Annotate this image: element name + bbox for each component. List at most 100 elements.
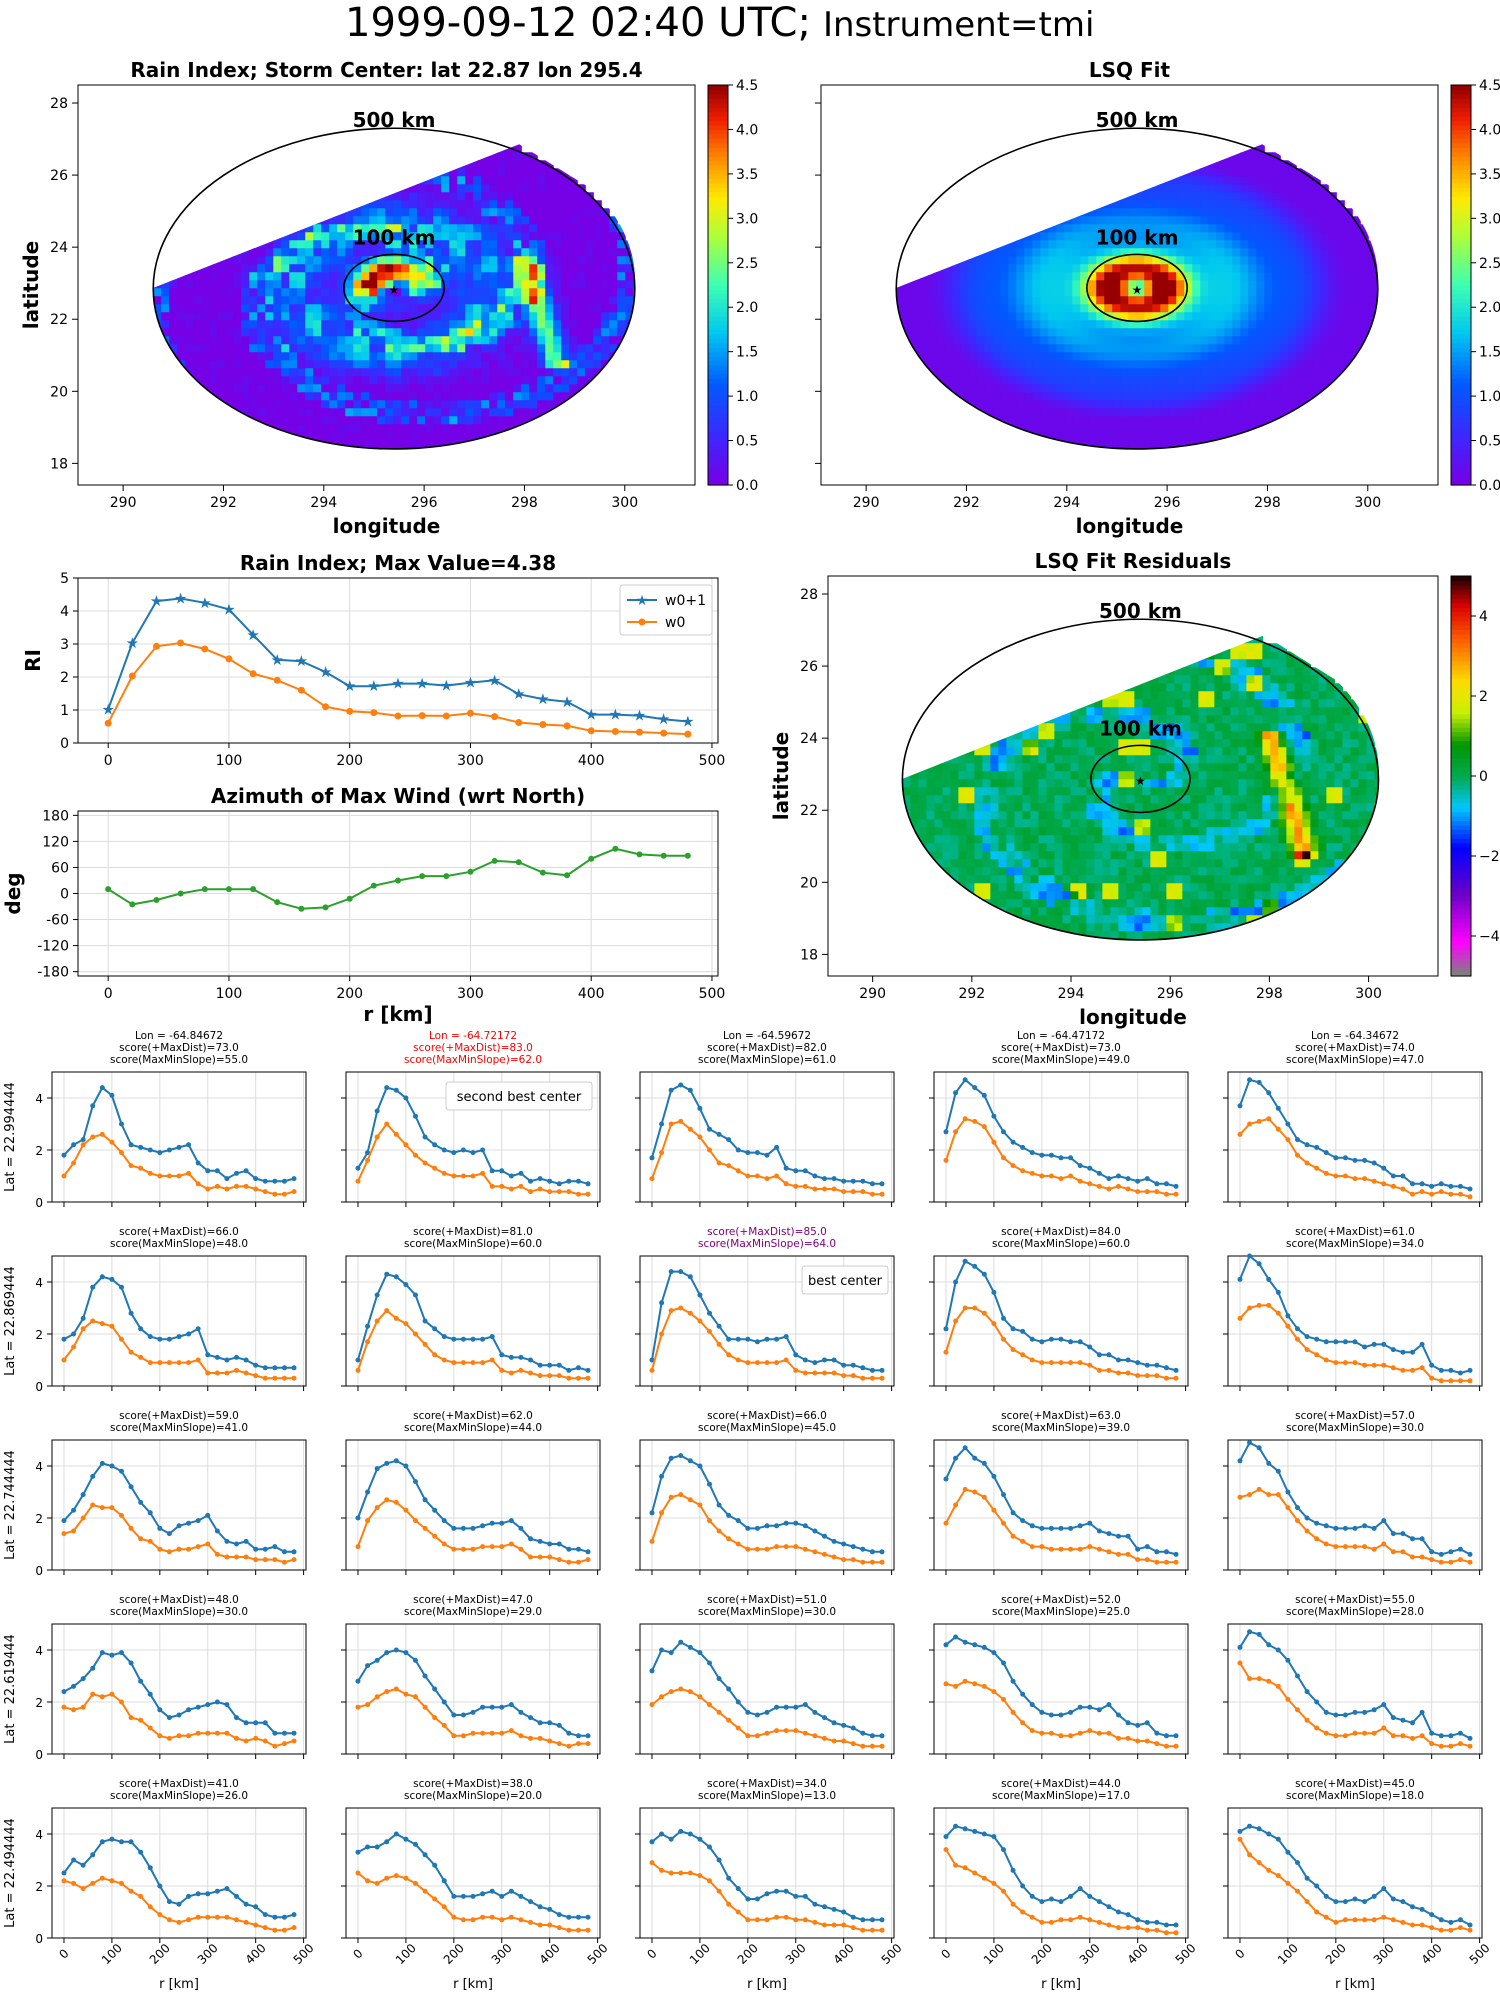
subplot-blue-point	[755, 1526, 760, 1531]
y-tick-label: 0	[35, 1564, 43, 1578]
map-title: Rain Index; Storm Center: lat 22.87 lon …	[130, 58, 642, 82]
subplot-orange-point	[90, 1692, 95, 1697]
subplot-blue-point	[1126, 1720, 1131, 1725]
grid-lines	[934, 1256, 1188, 1386]
subplot-orange-point	[1116, 1371, 1121, 1376]
subplot-orange-point	[355, 1871, 360, 1876]
subplot-blue-point	[1247, 1254, 1252, 1259]
subplot-orange-point	[697, 1694, 702, 1699]
subplot-orange-point	[832, 1187, 837, 1192]
subplot-blue-point	[1458, 1184, 1463, 1189]
subplot-orange-point	[991, 1689, 996, 1694]
subplot-blue-point	[566, 1547, 571, 1552]
subplot-blue-point	[1020, 1518, 1025, 1523]
subplot-blue-point	[272, 1179, 277, 1184]
legend: ★ w0+1w0	[620, 585, 712, 635]
subplot-orange-point	[528, 1371, 533, 1376]
subplot-score-slope: score(MaxMinSlope)=47.0	[1286, 1054, 1424, 1066]
subplot-orange-point	[586, 1557, 591, 1562]
subplot-orange-point	[490, 1358, 495, 1363]
subplot-score-slope: score(MaxMinSlope)=61.0	[698, 1054, 836, 1066]
subplot-orange-point	[138, 1355, 143, 1360]
x-tick-label: 0	[104, 753, 113, 769]
subplot-orange-point	[1164, 1930, 1169, 1935]
subplot-blue-point	[292, 1731, 297, 1736]
x-tick-label: 294	[1053, 495, 1080, 511]
subplot-orange-point	[1333, 1174, 1338, 1179]
subplot-blue-point	[61, 1518, 66, 1523]
subplot-orange-point	[1237, 1837, 1242, 1842]
subplot-blue-point	[1068, 1894, 1073, 1899]
subplot-orange-point	[1257, 1860, 1262, 1865]
subplot-blue-point	[1305, 1142, 1310, 1147]
x-tick-label: 300	[1371, 1941, 1397, 1967]
subplot-blue-point	[234, 1355, 239, 1360]
subplot-orange-point	[943, 1521, 948, 1526]
subplot-blue-point	[1059, 1899, 1064, 1904]
subplot-orange-point	[1266, 1303, 1271, 1308]
subplot-blue-point	[953, 1824, 958, 1829]
subplot-orange-point	[659, 1332, 664, 1337]
subplot-orange-point	[1372, 1731, 1377, 1736]
subplot-orange-point	[205, 1371, 210, 1376]
subplot-blue-point	[1078, 1523, 1083, 1528]
x-tick-label: 300	[457, 753, 484, 769]
subplot-orange-point	[547, 1923, 552, 1928]
subplot-orange-point	[953, 1863, 958, 1868]
subplot-orange-point	[1305, 1347, 1310, 1352]
subplot-orange-point	[1174, 1192, 1179, 1197]
subplot-orange-point	[461, 1174, 466, 1179]
subplot-blue-point	[499, 1705, 504, 1710]
subplot-score-slope: score(MaxMinSlope)=25.0	[992, 1606, 1130, 1618]
profile-w0p1-point: ★	[560, 693, 573, 711]
subplot-orange-point	[205, 1542, 210, 1547]
subplot-blue-point	[375, 1466, 380, 1471]
subplot-orange-point	[566, 1928, 571, 1933]
subplot-orange-point	[963, 1116, 968, 1121]
subplot-blue-point	[100, 1274, 105, 1279]
subplot-blue-point	[736, 1337, 741, 1342]
subplot-blue-point	[1257, 1080, 1262, 1085]
subplot-blue-point	[384, 1085, 389, 1090]
subplot-blue-point	[423, 1852, 428, 1857]
subplot-score-slope: score(MaxMinSlope)=30.0	[1286, 1422, 1424, 1434]
profile-w0p1-point: ★	[343, 677, 356, 695]
subplot-orange-point	[1314, 1910, 1319, 1915]
subplot-blue-point	[215, 1529, 220, 1534]
subplot-blue-point	[1362, 1158, 1367, 1163]
azimuth-point	[105, 886, 111, 892]
subplot-blue-point	[726, 1137, 731, 1142]
subplot-blue-point	[717, 1132, 722, 1137]
subplot-orange-point	[1135, 1373, 1140, 1378]
subplot-blue-point	[1285, 1850, 1290, 1855]
subplot-blue-point	[678, 1453, 683, 1458]
subplot-orange-point	[1068, 1174, 1073, 1179]
storm-center-star: ★	[389, 283, 400, 297]
subplot-blue-point	[841, 1910, 846, 1915]
subplot-orange-point	[1164, 1376, 1169, 1381]
subplot-orange-point	[109, 1140, 114, 1145]
subplot-orange-point	[943, 1847, 948, 1852]
subplot-orange-point	[649, 1176, 654, 1181]
subplot-blue-point	[157, 1526, 162, 1531]
subplot-orange-point	[870, 1376, 875, 1381]
y-tick-label: 20	[50, 384, 68, 400]
subplot-orange-point	[1448, 1928, 1453, 1933]
subplot-blue-point	[688, 1458, 693, 1463]
subplot-blue-point	[659, 1832, 664, 1837]
x-tick-label: 400	[578, 753, 605, 769]
x-tick-label: 100	[687, 1941, 713, 1967]
subplot-orange-point	[61, 1358, 66, 1363]
subplot-blue-point	[423, 1497, 428, 1502]
subplot-orange-point	[509, 1542, 514, 1547]
subplot-orange-point	[157, 1174, 162, 1179]
subplot-orange-point	[566, 1560, 571, 1565]
x-tick-label: 500	[1467, 1941, 1493, 1967]
azimuth-point	[323, 904, 329, 910]
subplot-xlabel: r [km]	[453, 1977, 493, 1992]
subplot-blue-point	[851, 1915, 856, 1920]
subplot-blue-point	[1011, 1510, 1016, 1515]
center-subplot: 024score(MaxMinSlope)=48.0score(+MaxDist…	[3, 1226, 306, 1394]
subplot-blue-point	[413, 1479, 418, 1484]
subplot-blue-point	[991, 1290, 996, 1295]
